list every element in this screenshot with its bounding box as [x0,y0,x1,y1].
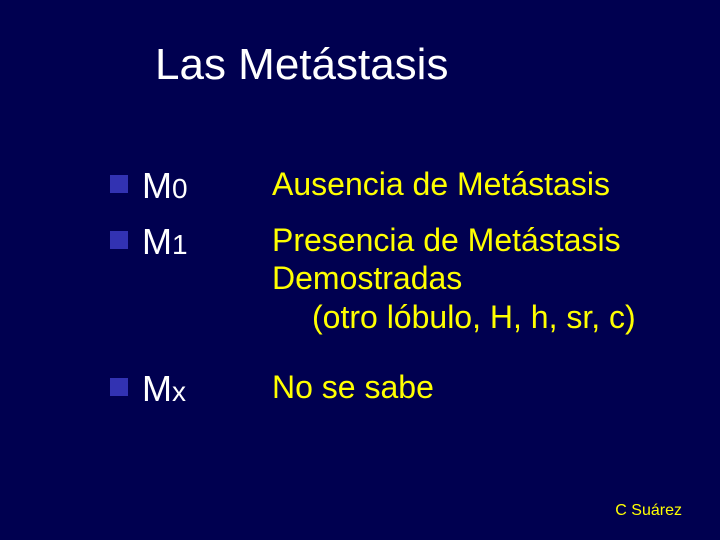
label-main-text: M [142,165,172,206]
footer-credit: C Suárez [615,502,682,520]
spacer [110,350,636,368]
list-item: M0 Ausencia de Metástasis [110,165,636,207]
square-bullet-icon [110,231,128,249]
desc-subline: (otro lóbulo, H, h, sr, c) [272,298,636,336]
desc-line: Ausencia de Metástasis [272,165,610,203]
item-label: M0 [142,165,272,207]
label-sub-text: 0 [172,173,188,204]
list-item: M1 Presencia de Metástasis Demostradas (… [110,221,636,336]
label-main-text: M [142,368,172,409]
content-area: M0 Ausencia de Metástasis M1 Presencia d… [110,165,636,424]
item-label: Mx [142,368,272,410]
square-bullet-icon [110,378,128,396]
item-description: Ausencia de Metástasis [272,165,610,203]
square-bullet-icon [110,175,128,193]
label-sub-text: x [172,376,186,407]
list-item: Mx No se sabe [110,368,636,410]
slide-title: Las Metástasis [155,40,448,90]
item-description: No se sabe [272,368,434,406]
label-main-text: M [142,221,172,262]
item-description: Presencia de Metástasis Demostradas (otr… [272,221,636,336]
desc-line: Demostradas [272,259,636,297]
label-sub-text: 1 [172,229,188,260]
desc-line: No se sabe [272,368,434,406]
desc-line: Presencia de Metástasis [272,221,636,259]
item-label: M1 [142,221,272,263]
